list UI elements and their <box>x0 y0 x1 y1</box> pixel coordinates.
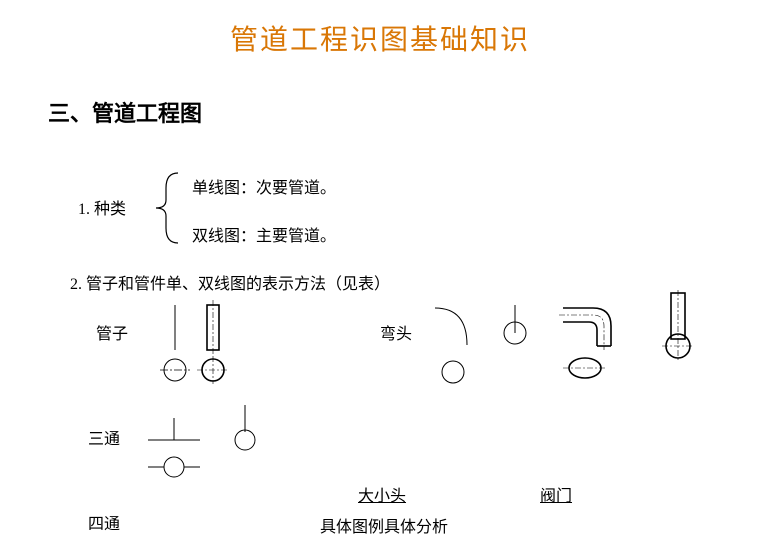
label-cross: 四通 <box>88 510 120 534</box>
page-title: 管道工程识图基础知识 <box>0 0 760 58</box>
elbow-double1-icon <box>555 298 630 388</box>
tee-single1-icon <box>140 415 210 485</box>
item1-label: 1. 种类 <box>78 195 126 219</box>
label-tee: 三通 <box>88 425 120 449</box>
label-pipe: 管子 <box>96 320 128 344</box>
elbow-single1-icon <box>425 300 485 390</box>
section-header: 三、管道工程图 <box>48 96 760 128</box>
pipe-single-icon <box>160 300 190 390</box>
item1: 1. 种类 <box>78 195 140 219</box>
brace-line2: 双线图：主要管道。 <box>192 222 336 246</box>
elbow-single2-icon <box>495 300 535 360</box>
elbow-double2-icon <box>658 290 698 370</box>
label-valve: 阀门 <box>540 482 572 506</box>
brace-line1: 单线图：次要管道。 <box>192 174 336 198</box>
label-reducer: 大小头 <box>358 482 406 506</box>
pipe-double-icon <box>195 300 235 390</box>
item2: 2. 管子和管件单、双线图的表示方法（见表） <box>70 270 390 294</box>
footer-text: 具体图例具体分析 <box>320 513 448 537</box>
label-elbow: 弯头 <box>380 320 412 344</box>
tee-single2-icon <box>225 402 265 457</box>
brace-icon <box>148 168 188 248</box>
